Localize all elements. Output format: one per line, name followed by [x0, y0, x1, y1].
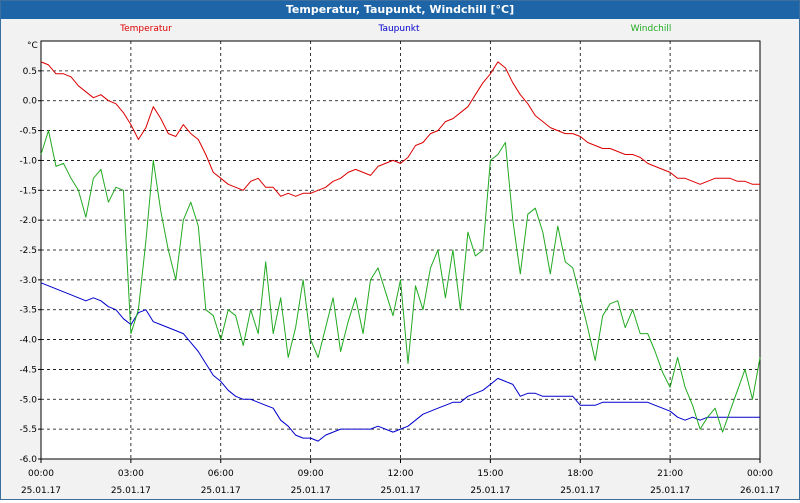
x-tick-time-label: 09:00: [298, 469, 324, 479]
legend-windchill: Windchill: [631, 24, 672, 34]
y-tick-label: -4.5: [19, 365, 37, 375]
line-chart: 0.5 0.0 -0.5 -1.0 -1.5 -2.0 -2.5 -3.0 -3.5 -4.0 -4…: [1, 19, 799, 499]
x-tick-date-label: 25.01.17: [111, 486, 151, 496]
legend-temperatur: Temperatur: [119, 24, 172, 34]
x-tick-date-label: 25.01.17: [650, 486, 690, 496]
window-title: Temperatur, Taupunkt, Windchill [°C]: [1, 1, 799, 19]
legend: Temperatur Taupunkt Windchill: [119, 24, 671, 34]
y-tick-label: -5.0: [19, 395, 37, 405]
y-axis: 0.5 0.0 -0.5 -1.0 -1.5 -2.0 -2.5 -3.0 -3.5 -4.0 -4…: [19, 67, 41, 465]
series-line-taupunkt: [40, 282, 760, 442]
y-tick-label: -2.5: [19, 246, 37, 256]
y-tick-label: -2.0: [19, 216, 37, 226]
x-tick-time-label: 15:00: [477, 469, 503, 479]
x-tick-time-label: 03:00: [118, 469, 144, 479]
x-axis: 00:00 25.01.17 03:00 25.01.17 06:00 25.01.17 0…: [21, 459, 780, 496]
y-tick-label: 0.0: [23, 97, 38, 107]
y-axis-label: °C: [27, 41, 38, 51]
x-tick-date-label: 25.01.17: [201, 486, 241, 496]
series-line-temperatur: [40, 61, 760, 197]
x-tick-time-label: 00:00: [28, 469, 54, 479]
x-tick-date-label: 25.01.17: [470, 486, 510, 496]
y-tick-label: 0.5: [23, 67, 37, 77]
x-tick-time-label: 18:00: [567, 469, 593, 479]
y-tick-label: -5.5: [19, 425, 37, 435]
x-tick-time-label: 12:00: [388, 469, 414, 479]
x-tick-time-label: 06:00: [208, 469, 234, 479]
y-tick-label: -3.5: [19, 306, 37, 316]
y-tick-label: -4.0: [19, 336, 37, 346]
x-tick-date-label: 25.01.17: [291, 486, 331, 496]
x-tick-date-label: 25.01.17: [380, 486, 420, 496]
x-tick-date-label: 25.01.17: [21, 486, 61, 496]
x-tick-time-label: 21:00: [657, 469, 683, 479]
x-tick-date-label: 25.01.17: [560, 486, 600, 496]
series-lines: [40, 61, 761, 442]
y-tick-label: -6.0: [19, 455, 37, 465]
series-line-windchill: [40, 130, 761, 433]
y-tick-label: -1.0: [19, 156, 37, 166]
plot-area: 0.5 0.0 -0.5 -1.0 -1.5 -2.0 -2.5 -3.0 -3.5 -4.0 -4…: [1, 19, 799, 499]
legend-taupunkt: Taupunkt: [377, 24, 420, 34]
y-tick-label: -3.0: [19, 276, 37, 286]
y-tick-label: -1.5: [19, 186, 37, 196]
y-tick-label: -0.5: [19, 127, 37, 137]
x-tick-date-label: 26.01.17: [740, 486, 780, 496]
grid-lines: [41, 41, 760, 460]
x-tick-time-label: 00:00: [747, 469, 773, 479]
